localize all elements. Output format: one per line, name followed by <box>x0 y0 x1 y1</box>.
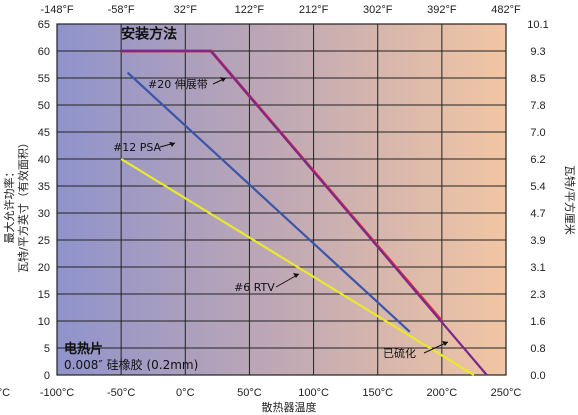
y-tick-right: 5.4 <box>530 181 545 193</box>
y-tick-right: 10.1 <box>527 19 548 31</box>
y-tick-right: 9.3 <box>530 46 545 58</box>
y-tick-right: 3.1 <box>530 262 545 274</box>
y-tick-right: 8.5 <box>530 73 545 85</box>
x-axis-title: 散热器温度 <box>262 400 317 414</box>
y-tick-right: 7.0 <box>530 127 545 139</box>
y-tick-left: 20 <box>38 262 50 274</box>
y-tick-left: 25 <box>38 235 50 247</box>
series-label: #20 伸展带 <box>148 78 208 91</box>
x-tick-top: -58°F <box>108 4 135 16</box>
label-arrowhead <box>220 77 226 82</box>
x-tick-bottom: 50°C <box>237 387 262 399</box>
y-tick-left: 55 <box>38 73 50 85</box>
series-group <box>120 49 488 376</box>
x-tick-bottom: -50°C <box>107 387 135 399</box>
series-line <box>126 71 411 333</box>
x-tick-bottom: 250°C <box>491 387 522 399</box>
plot-frame <box>56 23 507 376</box>
x-tick-bottom: 150°C <box>362 387 393 399</box>
y-tick-left: 30 <box>38 208 50 220</box>
y-tick-right: 7.8 <box>530 100 545 112</box>
y-tick-right: 4.7 <box>530 208 545 220</box>
y-tick-left: 65 <box>38 19 50 31</box>
series-line <box>120 158 475 376</box>
series-label: #6 RTV <box>234 281 275 294</box>
y-tick-left: 60 <box>38 46 50 58</box>
y-tick-right: 6.2 <box>530 154 545 166</box>
y-tick-left: 15 <box>38 289 50 301</box>
x-tick-top: 122°F <box>235 4 265 16</box>
y-tick-left: 0 <box>44 370 50 382</box>
y-tick-right: 0.8 <box>530 343 545 355</box>
x-tick-top: -148°F <box>40 4 73 16</box>
x-tick-top: 32°F <box>174 4 198 16</box>
y-tick-right: 1.6 <box>530 316 545 328</box>
x-tick-top: 302°F <box>363 4 393 16</box>
label-arrowhead <box>293 273 299 278</box>
y-tick-left: 50 <box>38 100 50 112</box>
y-axis-title-right: 瓦特/平方厘米 <box>563 165 577 235</box>
x-tick-bottom: 0°C <box>176 387 195 399</box>
y-tick-right: 2.3 <box>530 289 545 301</box>
x-tick-bottom: 200°C <box>427 387 458 399</box>
heater-label: 电热片 <box>64 341 103 357</box>
series-label: #12 PSA <box>113 141 162 154</box>
heater-spec: 0.008″ 硅橡胶 (0.2mm) <box>64 357 198 372</box>
x-tick-top: 482°F <box>491 4 521 16</box>
y-tick-right: 3.9 <box>530 235 545 247</box>
y-tick-left: 45 <box>38 127 50 139</box>
y-tick-left: 5 <box>44 343 50 355</box>
labels: 散热器温度 最大允许功率： 瓦特/平方英寸（有效面积） 瓦特/平方厘米 安装方法 #20 … <box>2 26 577 414</box>
chart-title: 安装方法 <box>121 26 177 43</box>
y-axis-title-left-1: 最大允许功率： <box>2 167 16 244</box>
series-line <box>121 49 488 376</box>
y-axis-title-left-2: 瓦特/平方英寸（有效面积） <box>16 137 30 273</box>
x-tick-top: 212°F <box>299 4 329 16</box>
x-tick-bottom: -150°C <box>0 387 10 399</box>
y-tick-left: 10 <box>38 316 50 328</box>
x-tick-bottom: -100°C <box>40 387 74 399</box>
label-arrowhead <box>442 341 448 346</box>
plot-background <box>57 24 506 375</box>
y-tick-left: 35 <box>38 181 50 193</box>
label-arrowhead <box>169 142 175 147</box>
x-tick-top: 392°F <box>427 4 457 16</box>
y-tick-left: 40 <box>38 154 50 166</box>
y-tick-right: 0.0 <box>530 370 545 382</box>
x-tick-bottom: 100°C <box>298 387 329 399</box>
ticks: 0 5 10 15 20 25 30 35 40 45 50 55 60 65 0.0 0.8 1.6 2.3 3.… <box>0 4 549 399</box>
series-label: 已硫化 <box>383 346 416 360</box>
